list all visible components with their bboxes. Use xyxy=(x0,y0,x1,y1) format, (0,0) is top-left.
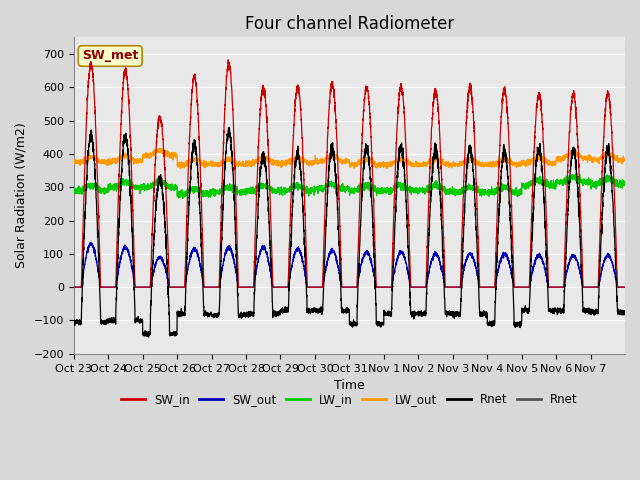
Text: SW_met: SW_met xyxy=(82,49,138,62)
Y-axis label: Solar Radiation (W/m2): Solar Radiation (W/m2) xyxy=(15,123,28,268)
Legend: SW_in, SW_out, LW_in, LW_out, Rnet, Rnet: SW_in, SW_out, LW_in, LW_out, Rnet, Rnet xyxy=(116,389,582,411)
Title: Four channel Radiometer: Four channel Radiometer xyxy=(244,15,454,33)
X-axis label: Time: Time xyxy=(334,379,365,392)
